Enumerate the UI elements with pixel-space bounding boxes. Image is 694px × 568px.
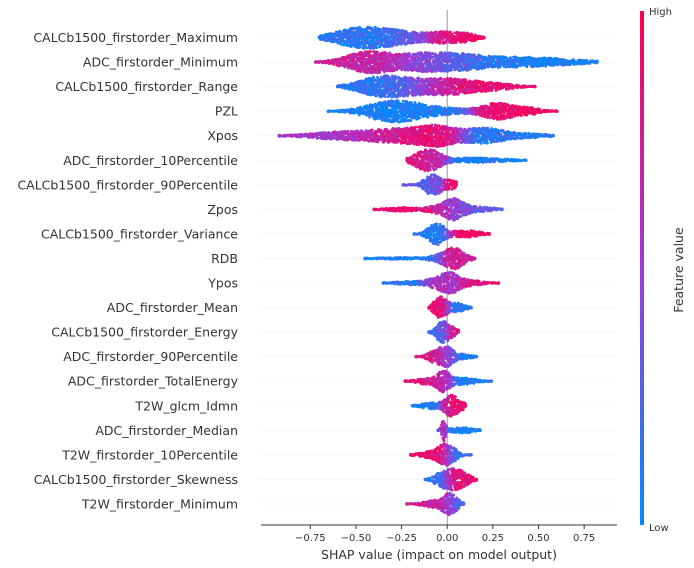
shap-point	[342, 43, 346, 47]
shap-point	[400, 42, 404, 46]
shap-point	[440, 77, 443, 81]
shap-point	[431, 70, 435, 73]
shap-point	[376, 50, 379, 54]
shap-point	[384, 51, 388, 55]
swarm-points	[277, 25, 599, 517]
shap-point	[525, 65, 529, 69]
shap-point	[438, 41, 442, 45]
shap-point	[335, 84, 340, 89]
feature-swarm	[335, 74, 537, 99]
shap-point	[375, 46, 379, 50]
shap-point	[395, 32, 398, 36]
shap-point	[388, 51, 392, 55]
shap-point	[481, 35, 486, 40]
shap-point	[595, 60, 599, 64]
shap-point	[444, 41, 448, 44]
shap-point	[357, 36, 361, 40]
shap-point	[412, 41, 416, 44]
shap-point	[352, 58, 356, 61]
shap-point	[403, 38, 406, 42]
feature-swarm	[317, 25, 486, 50]
shap-point	[376, 75, 379, 79]
shap-point	[365, 28, 368, 32]
shap-point	[380, 41, 384, 45]
shap-point	[465, 68, 469, 72]
shap-point	[544, 64, 548, 68]
shap-point	[430, 56, 434, 60]
shap-point	[409, 119, 413, 122]
shap-point	[370, 26, 374, 30]
shap-point	[398, 29, 402, 32]
shap-point	[420, 40, 423, 44]
shap-point	[401, 99, 405, 103]
shap-point	[352, 30, 356, 34]
shap-point	[441, 40, 445, 44]
shap-point	[349, 36, 353, 40]
shap-point	[355, 29, 359, 33]
shap-point	[506, 87, 510, 91]
shap-point	[378, 45, 381, 49]
shap-point	[428, 58, 431, 62]
shap-point	[434, 30, 438, 34]
shap-point	[368, 46, 372, 50]
shap-point	[317, 35, 322, 40]
shap-point	[385, 39, 389, 43]
shap-point	[368, 115, 371, 119]
shap-point	[482, 80, 485, 84]
shap-point	[409, 101, 413, 104]
shap-point	[451, 52, 455, 56]
shap-point	[355, 32, 358, 36]
shap-point	[397, 113, 400, 117]
feature-swarm	[326, 99, 559, 124]
shap-point	[490, 89, 494, 93]
feature-swarm	[313, 50, 599, 75]
shap-point	[382, 26, 386, 30]
shap-point	[533, 84, 537, 89]
shap-point	[320, 34, 324, 37]
shap-point	[465, 39, 468, 43]
shap-point	[432, 88, 436, 92]
shap-point	[456, 92, 460, 96]
shap-point	[374, 94, 378, 98]
shap-point	[313, 60, 318, 64]
shap-point	[373, 25, 377, 29]
shap-point	[352, 26, 356, 30]
shap-point	[469, 53, 473, 57]
shap-point	[369, 50, 373, 54]
shap-point	[383, 94, 387, 97]
shap-point	[454, 41, 458, 45]
shap-point	[378, 70, 382, 74]
shap-point	[358, 44, 362, 48]
shap-point	[379, 27, 382, 31]
